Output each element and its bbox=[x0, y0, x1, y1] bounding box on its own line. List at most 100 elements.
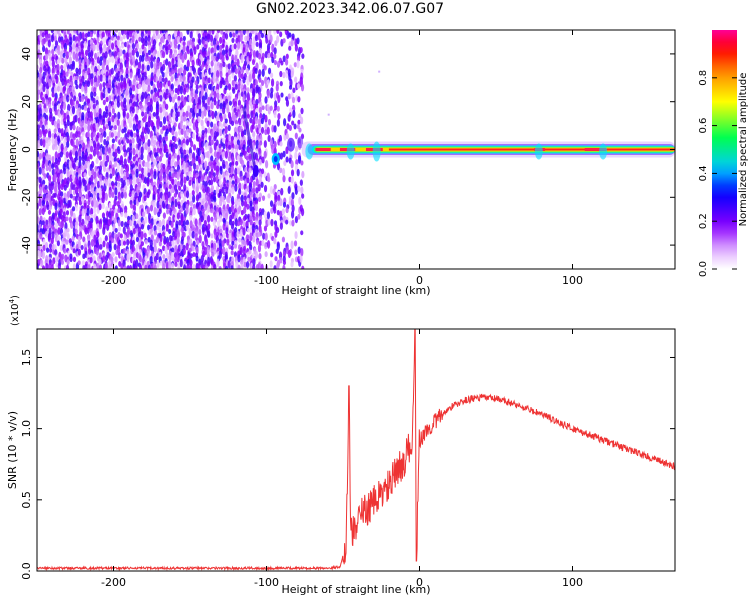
noise-cell bbox=[86, 80, 91, 88]
noise-cell bbox=[81, 208, 85, 217]
noise-cell bbox=[140, 153, 144, 161]
noise-cell bbox=[279, 152, 284, 160]
noise-cell bbox=[244, 166, 248, 174]
noise-cell bbox=[141, 44, 145, 50]
noise-cell bbox=[47, 175, 52, 182]
noise-cell bbox=[152, 158, 157, 167]
noise-cell bbox=[198, 98, 202, 107]
noise-cell bbox=[173, 136, 177, 143]
noise-cell bbox=[290, 39, 294, 47]
noise-cell bbox=[72, 184, 76, 191]
noise-cell bbox=[239, 34, 243, 43]
noise-cell bbox=[185, 128, 190, 137]
noise-cell bbox=[135, 88, 139, 95]
noise-cell bbox=[150, 173, 154, 180]
noise-cell bbox=[252, 109, 256, 115]
noise-cell bbox=[107, 120, 112, 127]
noise-cell bbox=[168, 196, 173, 204]
bottom-y-tick-label: 0.5 bbox=[20, 491, 33, 509]
noise-cell bbox=[220, 30, 224, 35]
noise-cell bbox=[209, 83, 213, 91]
noise-cell bbox=[71, 140, 75, 147]
noise-cell bbox=[82, 236, 86, 243]
noise-cell bbox=[185, 219, 189, 226]
noise-cell bbox=[299, 116, 304, 125]
noise-cell bbox=[103, 130, 107, 138]
noise-cell bbox=[120, 160, 124, 166]
noise-cell bbox=[211, 110, 215, 120]
noise-cell bbox=[266, 240, 271, 249]
noise-cell bbox=[210, 60, 214, 67]
noise-cell bbox=[84, 85, 88, 95]
noise-cell bbox=[261, 195, 266, 201]
noise-cell bbox=[48, 219, 52, 229]
noise-cell bbox=[41, 38, 45, 47]
noise-cell bbox=[56, 159, 60, 166]
noise-cell bbox=[204, 142, 209, 151]
noise-cell bbox=[279, 70, 283, 78]
noise-cell bbox=[249, 117, 253, 124]
noise-cell bbox=[39, 130, 43, 138]
noise-cell bbox=[90, 238, 95, 247]
noise-cell bbox=[165, 103, 169, 110]
noise-cell bbox=[158, 208, 162, 215]
noise-cell bbox=[131, 163, 135, 169]
noise-cell bbox=[80, 43, 84, 50]
noise-cell bbox=[240, 43, 244, 51]
noise-cell bbox=[273, 125, 277, 133]
noise-cell bbox=[299, 255, 303, 263]
noise-cell bbox=[67, 103, 71, 113]
noise-cell bbox=[296, 55, 301, 62]
noise-cell bbox=[83, 105, 88, 111]
noise-cell bbox=[128, 264, 133, 269]
noise-cell bbox=[264, 251, 268, 258]
noise-cell bbox=[276, 60, 281, 68]
noise-cell bbox=[274, 194, 278, 203]
noise-cell bbox=[237, 83, 241, 92]
noise-cell bbox=[140, 94, 144, 103]
noise-cell bbox=[182, 124, 187, 130]
noise-cell bbox=[170, 262, 175, 269]
noise-cell bbox=[74, 228, 78, 235]
noise-cell bbox=[242, 94, 246, 103]
noise-cell bbox=[286, 123, 290, 130]
noise-cell bbox=[227, 95, 231, 102]
noise-cell bbox=[219, 128, 223, 137]
noise-cell bbox=[120, 30, 125, 36]
noise-cell bbox=[180, 227, 184, 233]
noise-cell bbox=[56, 63, 60, 73]
noise-cell bbox=[75, 57, 79, 62]
noise-cell bbox=[246, 203, 250, 210]
noise-cell bbox=[47, 39, 51, 48]
noise-cell bbox=[156, 147, 160, 154]
noise-cell bbox=[179, 146, 184, 155]
noise-cell bbox=[175, 116, 179, 122]
noise-cell bbox=[124, 212, 128, 219]
noise-cell bbox=[235, 160, 239, 166]
noise-cell bbox=[210, 102, 214, 110]
noise-cell bbox=[231, 240, 235, 246]
noise-cell bbox=[91, 57, 95, 67]
noise-cell bbox=[281, 208, 285, 216]
noise-cell bbox=[215, 168, 219, 177]
noise-cell bbox=[182, 216, 187, 222]
noise-cell bbox=[94, 165, 98, 172]
noise-cell bbox=[66, 141, 70, 148]
noise-cell bbox=[120, 191, 124, 199]
noise-cell bbox=[144, 264, 148, 269]
noise-cell bbox=[116, 39, 120, 47]
noise-cell bbox=[186, 30, 190, 35]
noise-cell bbox=[196, 44, 200, 50]
noise-cell bbox=[113, 103, 117, 110]
noise-cell bbox=[144, 172, 148, 178]
noise-cell bbox=[242, 30, 246, 36]
noise-cell bbox=[176, 231, 181, 239]
noise-cell bbox=[215, 231, 220, 237]
noise-cell bbox=[300, 83, 305, 92]
noise-cell bbox=[140, 231, 144, 240]
noise-cell bbox=[295, 159, 299, 166]
noise-cell bbox=[258, 42, 263, 51]
noise-cell bbox=[104, 147, 108, 156]
noise-cell bbox=[189, 200, 194, 207]
noise-cell bbox=[51, 143, 56, 151]
